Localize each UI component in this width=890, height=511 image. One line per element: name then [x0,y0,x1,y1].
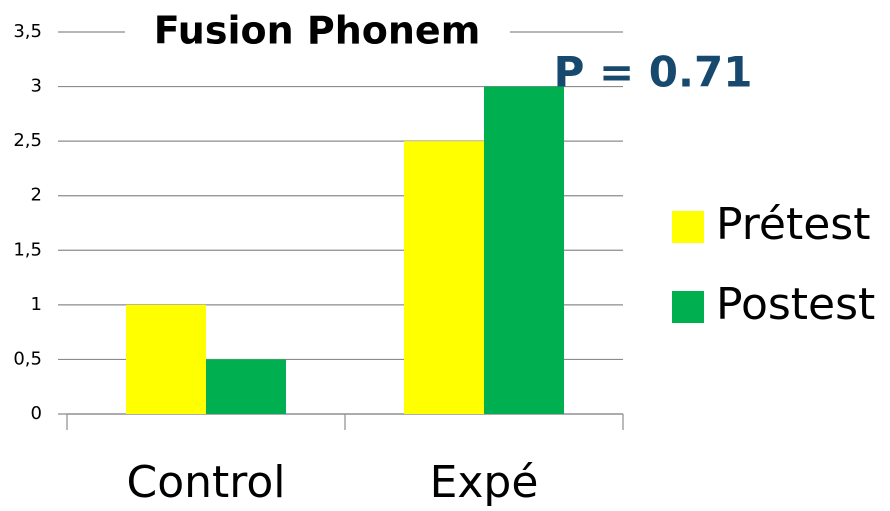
y-tick-label: 0,5 [13,348,42,369]
bar [404,141,484,414]
legend-label: Prétest [716,199,870,250]
bar [126,304,206,414]
y-tick-label: 1 [31,294,42,315]
y-tick-label: 1,5 [13,239,42,260]
y-tick-label: 3,5 [13,21,42,42]
y-tick-label: 2,5 [13,130,42,151]
x-tick-label: Control [126,457,285,508]
plot-area: 0 0,5 1 1,5 2 2,5 3 3,5 Control Expé [13,21,624,508]
y-tick-label: 2 [31,185,42,206]
title-background [125,8,510,58]
bar [484,86,564,415]
y-tick-label: 3 [31,76,42,97]
legend-swatch [672,291,704,323]
x-tick-label: Expé [430,457,539,508]
y-tick-label: 0 [31,403,42,424]
bar [206,359,286,414]
legend-label: Postest [716,279,875,330]
annotation: P = 0.71 [554,48,753,97]
chart-title: Fusion Phonem [154,9,481,53]
legend-swatch [672,211,704,243]
